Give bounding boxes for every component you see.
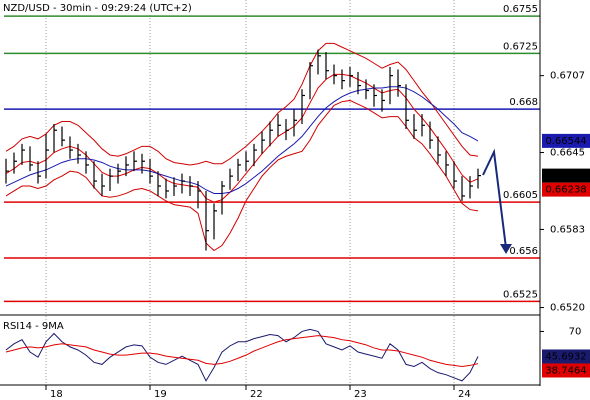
level-label: 0.6605 (503, 190, 538, 201)
indicator-line (5, 86, 479, 194)
level-label: 0.6525 (503, 289, 538, 300)
x-tick-label: 24 (458, 389, 471, 400)
last-value-box (542, 168, 590, 183)
y-tick-label: 0.6707 (550, 71, 585, 82)
last-value-label: 0.66238 (545, 185, 586, 196)
last-value-box (542, 349, 590, 364)
projection-arrow (482, 148, 507, 249)
plot-area (4, 0, 540, 390)
last-value-label: 38.7464 (545, 365, 586, 376)
indicator-line (5, 73, 479, 203)
x-tick-label: 18 (50, 389, 63, 400)
last-value-label: 0.66544 (545, 136, 586, 147)
level-label: 0.668 (509, 97, 538, 108)
y-tick-label: 0.6520 (550, 303, 585, 314)
y-tick-label: 0.6645 (550, 148, 585, 159)
rsi-line (5, 328, 479, 382)
rsi-title: RSI14 - 9MA (3, 321, 64, 332)
title-background (0, 0, 188, 14)
indicator-line (5, 99, 479, 252)
rsi-y-tick-label: 70 (569, 326, 582, 337)
x-tick-label: 22 (250, 389, 263, 400)
chart-title: NZD/USD - 30min - 09:29:24 (UTC+2) (3, 3, 192, 14)
level-label: 0.6755 (503, 4, 538, 15)
arrow-head (500, 244, 512, 254)
rsi-line (5, 335, 479, 367)
last-value-box (542, 182, 590, 197)
x-tick-label: 23 (354, 389, 367, 400)
last-value-label: 45.6932 (545, 351, 586, 362)
last-value-box (542, 133, 590, 148)
last-value-box (542, 363, 590, 378)
level-label: 0.656 (509, 246, 538, 257)
indicator-line (5, 42, 479, 166)
y-tick-label: 0.6583 (550, 224, 585, 235)
level-label: 0.6725 (503, 41, 538, 52)
x-tick-label: 19 (154, 389, 167, 400)
last-value-label: 0.66264 (545, 171, 586, 182)
